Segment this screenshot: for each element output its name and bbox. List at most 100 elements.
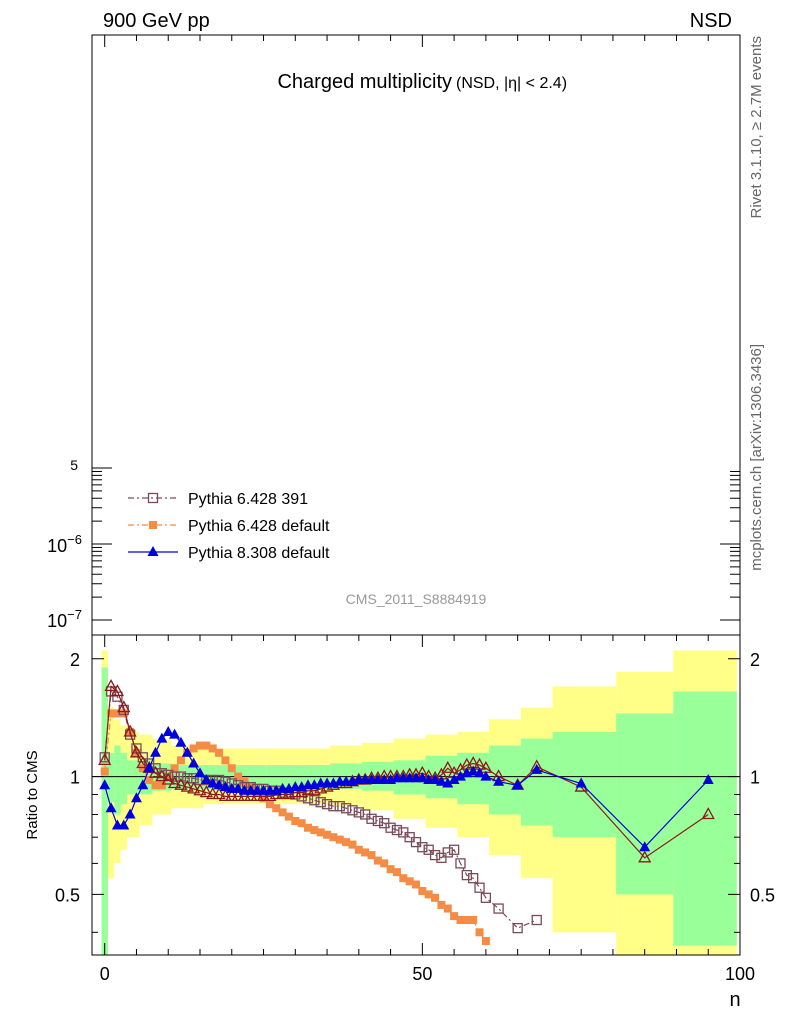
series-2-point [575, 777, 587, 788]
series-3-point [225, 789, 239, 802]
series-1-point [151, 781, 160, 790]
series-2-point [531, 763, 543, 774]
series-3-point [199, 785, 213, 798]
x-tick-label: 0 [100, 964, 110, 984]
series-1-point [113, 709, 122, 718]
x-tick-label: 100 [725, 964, 755, 984]
band-inner [107, 752, 115, 803]
legend-item: Pythia 6.428 default [128, 518, 330, 535]
series-2-point [454, 770, 466, 781]
series-1-point [107, 709, 116, 718]
series-1-point [138, 764, 147, 773]
series-0-point [512, 922, 523, 934]
series-1-point [342, 838, 351, 847]
series-2-point [442, 777, 454, 788]
series-1-point [157, 781, 166, 790]
series-2-point [639, 841, 651, 852]
series-3-point [117, 700, 131, 713]
series-2-point [181, 746, 193, 757]
main-y-tick-5e-6: 5 [70, 457, 78, 473]
series-0-point [385, 822, 396, 833]
series-1-point [278, 808, 287, 817]
main-y-tick-1e-6: 10−6 [47, 532, 82, 556]
band-inner [120, 752, 127, 805]
series-1-point [367, 851, 376, 860]
series-1-point [227, 764, 236, 773]
series-1-point [373, 856, 382, 865]
series-3-point [206, 787, 220, 800]
series-0-point [448, 844, 460, 855]
series-3-point [155, 769, 169, 782]
series-1-point [208, 744, 217, 753]
series-0-point [334, 801, 345, 812]
main-y-tick-labels: 10−7 10−6 5 [47, 457, 82, 631]
main-title: Charged multiplicity [277, 71, 452, 93]
series-1-point [418, 887, 427, 896]
series-2-point [143, 762, 155, 773]
series-3-point [110, 684, 125, 697]
band-inner [101, 667, 108, 955]
series-0-point [436, 852, 447, 863]
legend-label: Pythia 8.308 default [188, 545, 330, 562]
series-3-point [231, 789, 245, 802]
series-2 [99, 725, 714, 852]
series-1-point [475, 928, 484, 937]
series-1-point [119, 709, 128, 718]
series-1-point [392, 868, 401, 877]
series-1-point [380, 859, 389, 868]
series-1-point [304, 823, 312, 832]
series-1-point [456, 916, 465, 925]
series-3-point [250, 789, 264, 802]
series-1-point [196, 741, 204, 750]
series-1-point [284, 812, 293, 821]
legend-marker [149, 521, 157, 529]
legend: Pythia 6.428 391 Pythia 6.428 default Pyth… [128, 491, 330, 562]
series-1-point [189, 744, 198, 753]
series-3-point [104, 679, 118, 692]
series-2-point [188, 757, 200, 768]
side-mcplots-label: mcplots.cern.ch [arXiv:1306.3436] [748, 344, 765, 571]
series-2-point [474, 767, 486, 778]
series-0-point [175, 771, 187, 782]
series-0-point [455, 858, 466, 869]
series-0-point [474, 882, 485, 893]
series-1-point [323, 830, 332, 839]
series-0-point [442, 847, 453, 858]
ratio-xlabel: n [729, 989, 740, 1011]
series-2-point [467, 765, 479, 776]
series-3-point [218, 789, 233, 802]
series-0-point [315, 797, 326, 808]
series-1-point [234, 772, 243, 781]
series-2-point [232, 782, 244, 793]
series-1-point [329, 833, 338, 842]
series-3-point [161, 772, 175, 785]
series-3-point [701, 807, 715, 820]
analysis-id-label: CMS_2011_S8884919 [346, 591, 487, 607]
legend-marker [147, 492, 159, 504]
series-0-point [99, 752, 110, 763]
series-3-point [193, 783, 207, 796]
series-0-point [391, 824, 403, 836]
series-1-point [348, 840, 357, 849]
series-2-point [162, 725, 174, 736]
y-tick-label-left: 0.5 [55, 885, 80, 905]
y-tick-label-left: 1 [70, 768, 80, 788]
series-2-point [156, 732, 168, 743]
ratio-axis-ticks [92, 635, 741, 955]
legend-marker [147, 546, 159, 556]
series-2-point [702, 773, 714, 784]
series-0-point [353, 807, 364, 818]
band-inner [520, 738, 553, 826]
band-inner [114, 745, 121, 815]
series-0-point [423, 844, 434, 855]
series-2-point [137, 779, 149, 790]
series-0-point [372, 815, 384, 827]
series-1-point [316, 828, 325, 837]
series-1-point [481, 937, 490, 946]
series-1-point [272, 804, 281, 813]
series-1-point [386, 865, 395, 874]
series-1-point [310, 826, 319, 835]
series-2-point [175, 736, 187, 747]
series-2-point [118, 819, 130, 830]
series-1-point [202, 741, 211, 750]
